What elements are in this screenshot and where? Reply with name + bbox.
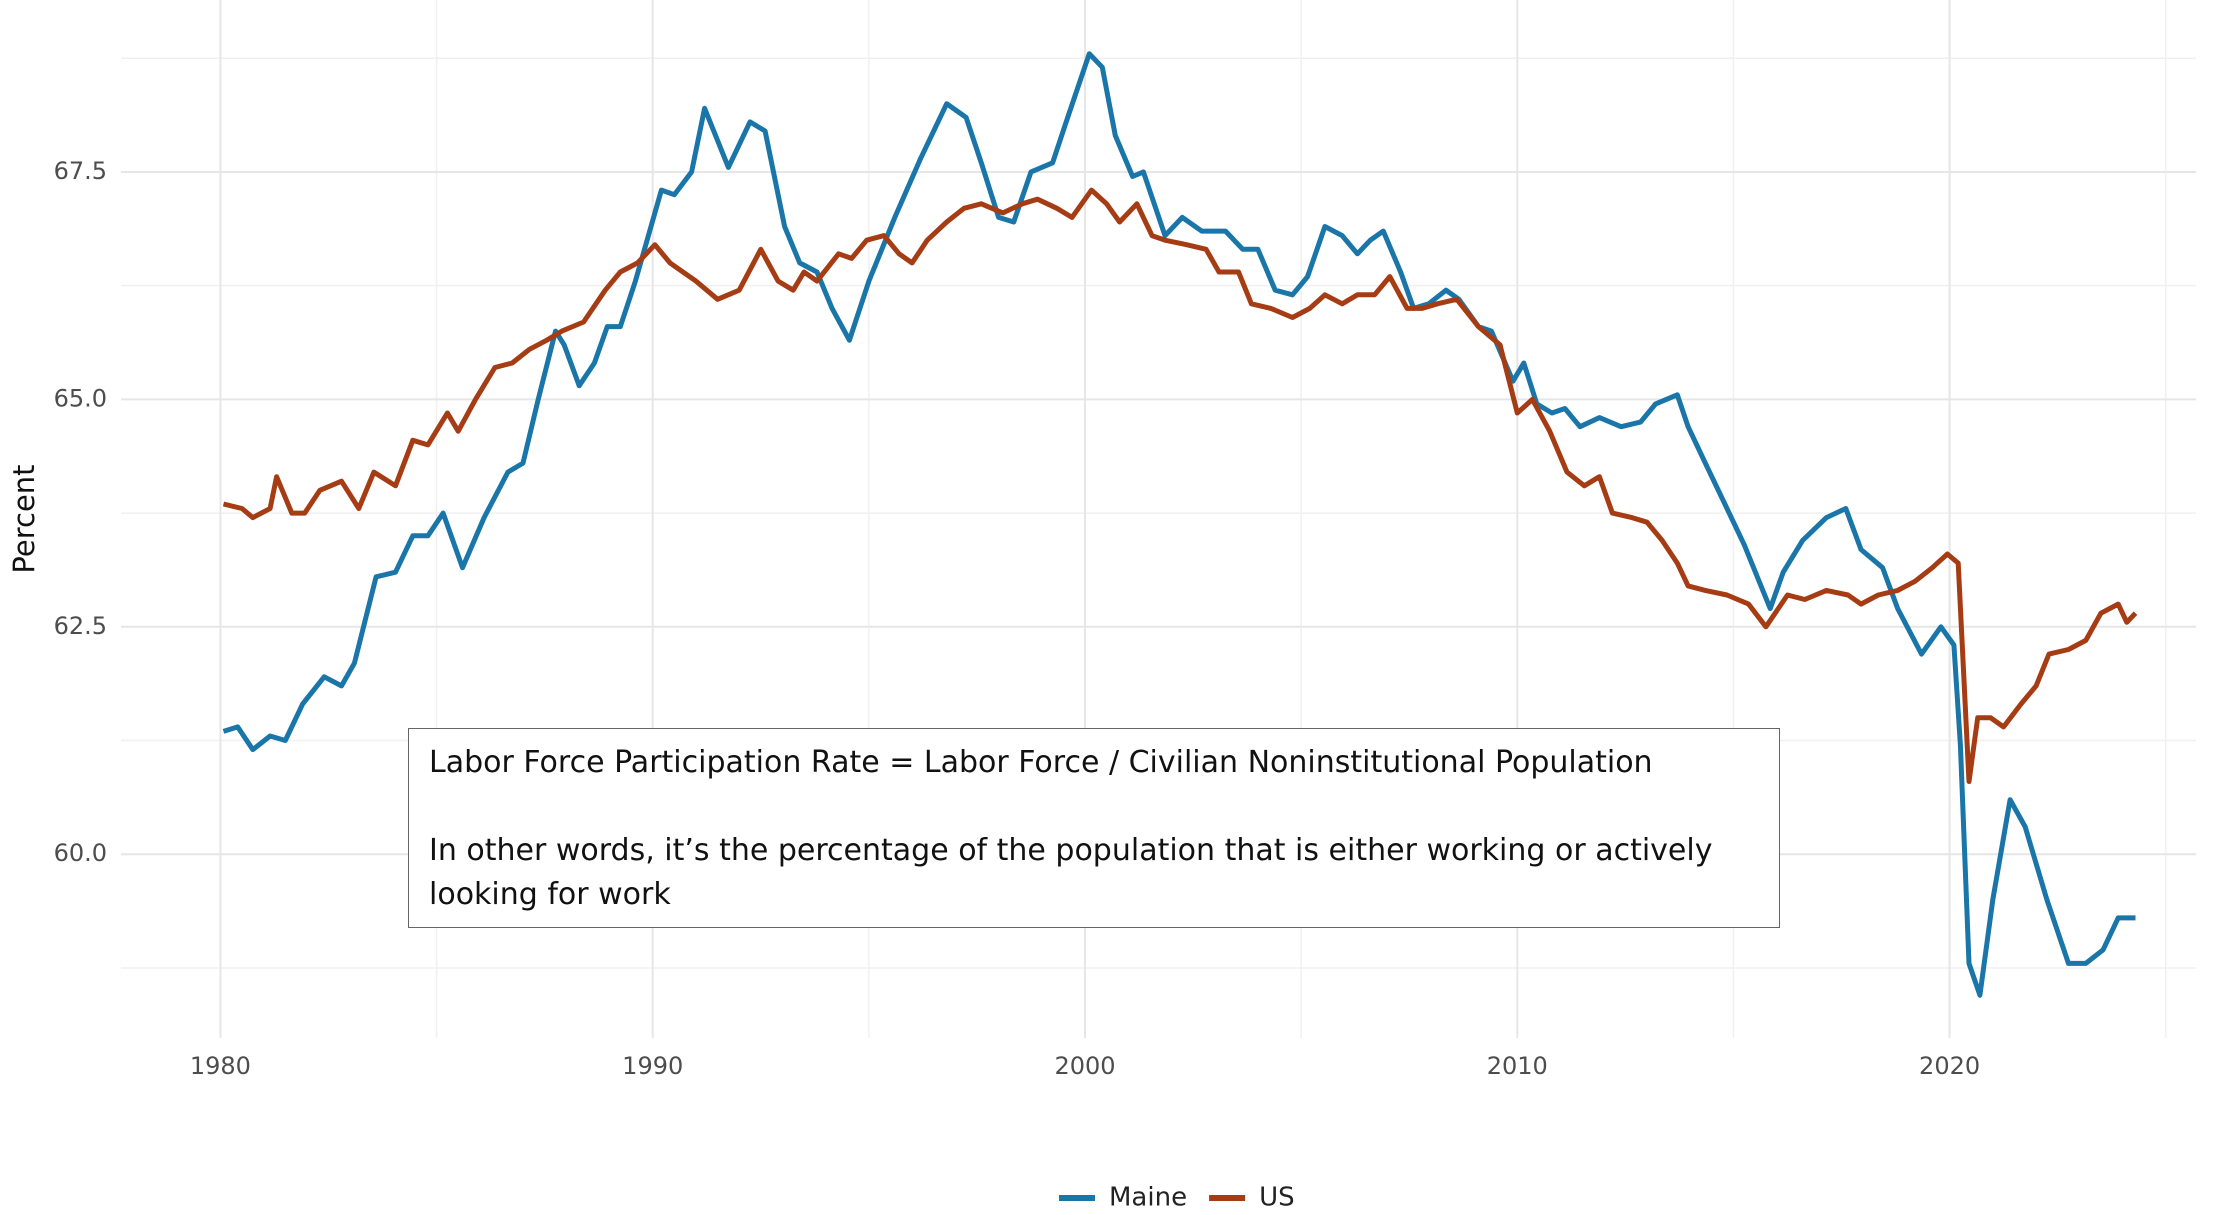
y-tick-label: 60.0 [54,839,107,867]
y-tick-label: 62.5 [54,612,107,640]
legend: Maine US [1059,1183,1295,1213]
y-tick-label: 65.0 [54,384,107,412]
annotation-text: In other words, it’s the percentage of t… [429,833,1713,912]
annotation-box: Labor Force Participation Rate = Labor F… [408,728,1780,928]
series-line [222,187,2138,784]
y-tick-label: 67.5 [54,157,107,185]
legend-label: US [1259,1183,1295,1213]
x-tick-label: 2000 [1054,1052,1115,1080]
y-axis-label: Percent [7,464,41,573]
x-tick-label: 1990 [622,1052,683,1080]
annotation-text: Labor Force Participation Rate = Labor F… [429,745,1653,780]
x-tick-label: 1980 [190,1052,251,1080]
legend-label: Maine [1109,1183,1187,1213]
x-tick-label: 2020 [1919,1052,1980,1080]
x-tick-label: 2010 [1487,1052,1548,1080]
series-line [222,51,2136,998]
